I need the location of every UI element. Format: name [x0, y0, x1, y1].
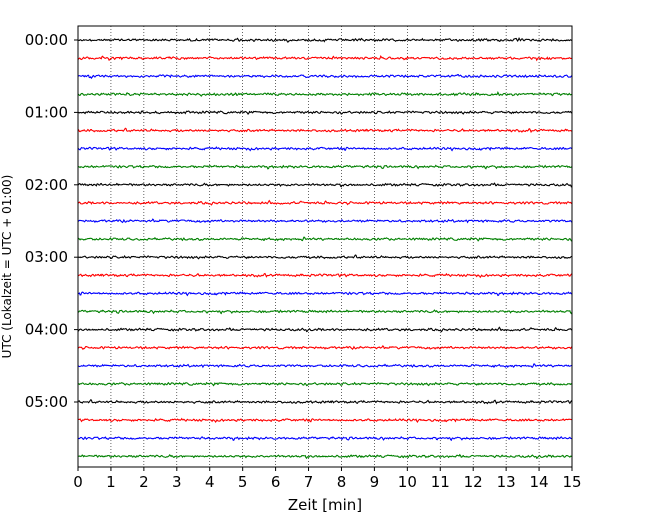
- x-tick-label: 8: [337, 473, 347, 491]
- x-tick-label: 15: [562, 473, 581, 491]
- x-tick-label: 0: [73, 473, 83, 491]
- x-tick-label: 4: [205, 473, 215, 491]
- y-tick-label: 03:00: [25, 248, 68, 266]
- trace-line: [77, 199, 573, 206]
- y-tick-label: 05:00: [25, 393, 68, 411]
- y-tick-label: 02:00: [25, 176, 68, 194]
- trace-line: [77, 91, 573, 97]
- trace-line: [77, 164, 573, 170]
- trace-line: [77, 345, 573, 351]
- trace-line: [77, 435, 573, 442]
- plot-frame: [77, 25, 573, 468]
- trace-line: [77, 326, 573, 333]
- trace-line: [77, 309, 573, 315]
- x-tick-label: 10: [398, 473, 417, 491]
- x-tick-label: 9: [370, 473, 380, 491]
- trace-line: [77, 218, 573, 224]
- trace-line: [77, 272, 573, 279]
- trace-line: [77, 453, 573, 460]
- trace-line: [77, 127, 573, 134]
- x-tick-label: 5: [238, 473, 248, 491]
- x-tick-label: 13: [497, 473, 516, 491]
- y-axis-label: UTC (Lokalzeit = UTC + 01:00): [0, 175, 14, 359]
- x-tick-label: 14: [530, 473, 549, 491]
- trace-line: [77, 73, 573, 80]
- y-tick-label: 01:00: [25, 103, 68, 121]
- seismic-traces: [77, 37, 573, 460]
- x-tick-label: 7: [304, 473, 314, 491]
- trace-line: [77, 236, 573, 242]
- x-tick-label: 2: [139, 473, 149, 491]
- trace-line: [77, 182, 573, 188]
- trace-line: [77, 55, 573, 62]
- x-tick-label: 1: [106, 473, 116, 491]
- trace-line: [77, 381, 573, 387]
- trace-line: [77, 291, 573, 297]
- trace-line: [77, 363, 573, 369]
- trace-line: [77, 399, 573, 405]
- trace-line: [77, 254, 573, 260]
- trace-line: [77, 110, 573, 116]
- x-axis-ticks: 0 1 2 3 4 5 6 7 8 9 10 11 12 13 14 15: [73, 467, 582, 491]
- x-axis-label: Zeit [min]: [288, 496, 362, 514]
- y-tick-label: 00:00: [25, 31, 68, 49]
- y-axis-ticks: 00:00 01:00 02:00 03:00 04:00 05:00: [25, 31, 78, 411]
- x-tick-label: 3: [172, 473, 182, 491]
- x-tick-label: 12: [464, 473, 483, 491]
- x-tick-label: 6: [271, 473, 281, 491]
- trace-line: [77, 146, 573, 152]
- trace-line: [77, 37, 573, 43]
- trace-line: [77, 417, 573, 424]
- x-tick-label: 11: [431, 473, 450, 491]
- y-tick-label: 04:00: [25, 321, 68, 339]
